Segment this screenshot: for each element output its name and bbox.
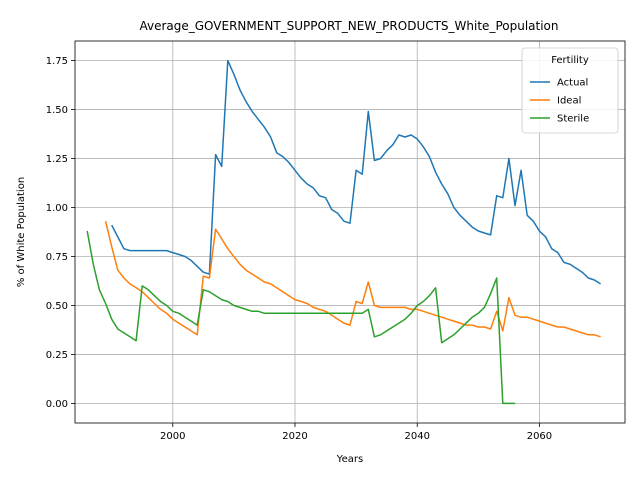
chart-title: Average_GOVERNMENT_SUPPORT_NEW_PRODUCTS_…: [139, 19, 558, 33]
y-tick-label: 0.25: [46, 350, 68, 361]
legend-label-ideal: Ideal: [557, 96, 581, 107]
x-tick-label: 2000: [160, 431, 185, 442]
y-axis-label: % of White Population: [16, 177, 27, 287]
y-tick-label: 0.50: [46, 301, 68, 312]
x-tick-label: 2060: [527, 431, 552, 442]
series-line-sterile: [86, 230, 515, 405]
y-tick-label: 1.75: [46, 56, 68, 67]
x-axis: 2000 2020 2040 2060: [160, 423, 552, 442]
y-axis: 0.00 0.25 0.50 0.75 1.00 1.25 1.50 1.75: [46, 56, 75, 410]
legend: Fertility Actual Ideal Sterile: [521, 47, 619, 134]
x-tick-label: 2040: [404, 431, 429, 442]
y-tick-label: 0.00: [46, 399, 68, 410]
y-tick-label: 1.00: [46, 203, 68, 214]
series-line-actual: [111, 59, 601, 285]
x-axis-label: Years: [336, 454, 363, 465]
y-tick-label: 1.50: [46, 105, 68, 116]
y-tick-label: 0.75: [46, 252, 68, 263]
plot-lines: [86, 59, 601, 405]
x-tick-label: 2020: [282, 431, 307, 442]
legend-items: Actual Ideal Sterile: [530, 78, 589, 125]
legend-label-sterile: Sterile: [557, 114, 589, 125]
legend-label-actual: Actual: [557, 78, 588, 89]
legend-title: Fertility: [551, 55, 589, 66]
y-tick-label: 1.25: [46, 154, 68, 165]
legend-box: [521, 47, 619, 134]
plot-frame: [74, 40, 626, 424]
